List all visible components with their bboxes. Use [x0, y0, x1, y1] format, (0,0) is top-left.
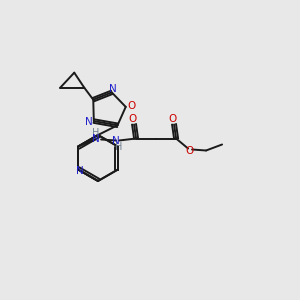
Text: H: H — [116, 142, 123, 152]
Text: O: O — [128, 101, 136, 111]
Text: N: N — [76, 166, 84, 176]
Text: N: N — [92, 134, 100, 143]
Text: N: N — [109, 84, 117, 94]
Text: O: O — [128, 115, 136, 124]
Text: O: O — [185, 146, 193, 157]
Text: N: N — [112, 136, 120, 146]
Text: N: N — [85, 117, 93, 127]
Text: H: H — [92, 128, 100, 139]
Text: O: O — [168, 115, 176, 124]
